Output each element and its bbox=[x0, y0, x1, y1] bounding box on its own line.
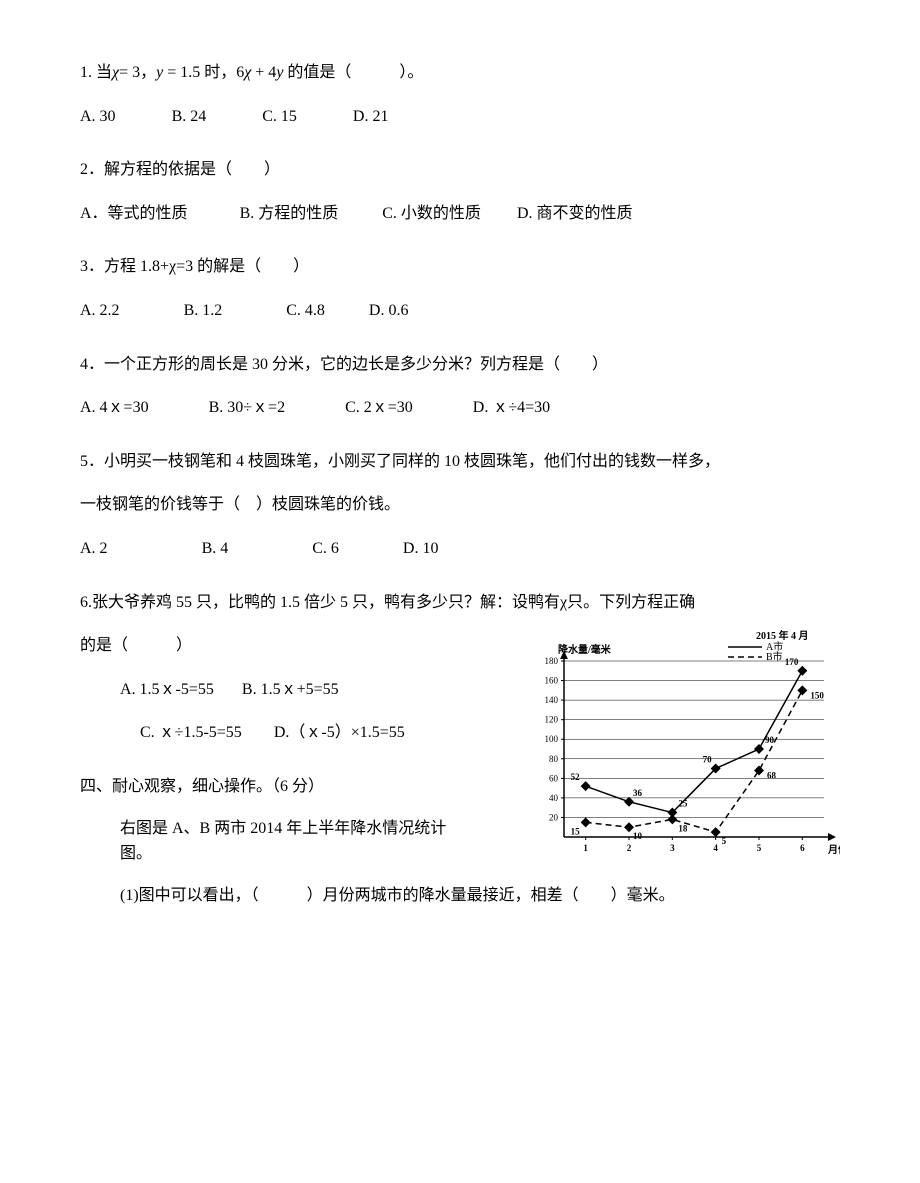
svg-text:10: 10 bbox=[633, 831, 643, 841]
svg-text:3: 3 bbox=[670, 843, 675, 853]
svg-text:1: 1 bbox=[583, 843, 588, 853]
svg-text:4: 4 bbox=[713, 843, 718, 853]
q2-opt-d: D. 商不变的性质 bbox=[517, 201, 633, 227]
svg-text:36: 36 bbox=[633, 788, 643, 798]
q4-options: A. 4ｘ=30 B. 30÷ｘ=2 C. 2ｘ=30 D. ｘ÷4=30 bbox=[80, 395, 840, 421]
q1-eq1: = 3， bbox=[119, 64, 156, 81]
q1-opt-b: B. 24 bbox=[172, 104, 207, 130]
q5-opt-d: D. 10 bbox=[403, 536, 439, 562]
question-6: 6.张大爷养鸡 55 只，比鸭的 1.5 倍少 5 只，鸭有多少只？解：设鸭有χ… bbox=[80, 590, 840, 746]
q5-opt-a: A. 2 bbox=[80, 536, 108, 562]
q1-opt-a: A. 30 bbox=[80, 104, 116, 130]
q3-opt-b: B. 1.2 bbox=[184, 298, 223, 324]
svg-text:降水量/毫米: 降水量/毫米 bbox=[558, 643, 612, 656]
svg-text:15: 15 bbox=[571, 826, 581, 836]
svg-text:80: 80 bbox=[549, 754, 559, 764]
q1-mid: + 4 bbox=[251, 64, 276, 81]
q1-pre: 1. 当 bbox=[80, 64, 112, 81]
q2-opt-b: B. 方程的性质 bbox=[240, 201, 339, 227]
svg-text:160: 160 bbox=[545, 676, 559, 686]
q6-opt-a: A. 1.5ｘ-5=55 bbox=[120, 681, 214, 698]
q6-opt-d: D.（ｘ-5）×1.5=55 bbox=[274, 724, 405, 741]
svg-text:68: 68 bbox=[767, 771, 777, 781]
svg-text:90: 90 bbox=[765, 735, 775, 745]
q6-opt-b: B. 1.5ｘ+5=55 bbox=[242, 681, 339, 698]
question-5: 5．小明买一枝钢笔和 4 枝圆珠笔，小刚买了同样的 10 枝圆珠笔，他们付出的钱… bbox=[80, 449, 840, 562]
svg-text:5: 5 bbox=[757, 843, 762, 853]
q4-opt-b: B. 30÷ｘ=2 bbox=[209, 395, 285, 421]
q1-opt-d: D. 21 bbox=[353, 104, 389, 130]
svg-text:170: 170 bbox=[785, 657, 799, 667]
q4-text: 4．一个正方形的周长是 30 分米，它的边长是多少分米？列方程是（ ） bbox=[80, 352, 840, 378]
q2-text: 2．解方程的依据是（ ） bbox=[80, 157, 840, 183]
q1-options: A. 30 B. 24 C. 15 D. 21 bbox=[80, 104, 840, 130]
svg-text:18: 18 bbox=[678, 824, 688, 834]
svg-text:2015 年 4 月: 2015 年 4 月 bbox=[756, 629, 809, 642]
q3-opt-d: D. 0.6 bbox=[369, 298, 409, 324]
q4-opt-c: C. 2ｘ=30 bbox=[345, 395, 413, 421]
q5-line2: 一枝钢笔的价钱等于（ ）枝圆珠笔的价钱。 bbox=[80, 492, 840, 518]
q5-opt-c: C. 6 bbox=[312, 536, 339, 562]
question-2: 2．解方程的依据是（ ） A．等式的性质 B. 方程的性质 C. 小数的性质 D… bbox=[80, 157, 840, 226]
svg-text:100: 100 bbox=[545, 734, 559, 744]
q5-options: A. 2 B. 4 C. 6 D. 10 bbox=[80, 536, 840, 562]
question-1: 1. 当χ= 3，y = 1.5 时，6χ + 4y 的值是（ ）。 A. 30… bbox=[80, 60, 840, 129]
svg-text:140: 140 bbox=[545, 695, 559, 705]
q5-opt-b: B. 4 bbox=[202, 536, 229, 562]
svg-text:25: 25 bbox=[678, 799, 688, 809]
q2-opt-a: A．等式的性质 bbox=[80, 201, 188, 227]
q3-opt-c: C. 4.8 bbox=[286, 298, 325, 324]
svg-text:180: 180 bbox=[545, 656, 559, 666]
svg-text:52: 52 bbox=[571, 772, 581, 782]
q3-opt-a: A. 2.2 bbox=[80, 298, 120, 324]
svg-text:60: 60 bbox=[549, 773, 559, 783]
q4-opt-a: A. 4ｘ=30 bbox=[80, 395, 149, 421]
q2-options: A．等式的性质 B. 方程的性质 C. 小数的性质 D. 商不变的性质 bbox=[80, 201, 840, 227]
q1-tail: 的值是（ ）。 bbox=[283, 64, 423, 81]
q1-opt-c: C. 15 bbox=[262, 104, 297, 130]
rainfall-chart: 2015 年 4 月A市B市降水量/毫米20406080100120140160… bbox=[520, 625, 840, 865]
q1-var1: χ bbox=[112, 64, 119, 81]
q1-text: 1. 当χ= 3，y = 1.5 时，6χ + 4y 的值是（ ）。 bbox=[80, 60, 840, 86]
question-3: 3．方程 1.8+χ=3 的解是（ ） A. 2.2 B. 1.2 C. 4.8… bbox=[80, 254, 840, 323]
q3-options: A. 2.2 B. 1.2 C. 4.8 D. 0.6 bbox=[80, 298, 840, 324]
svg-text:2: 2 bbox=[627, 843, 632, 853]
question-4: 4．一个正方形的周长是 30 分米，它的边长是多少分米？列方程是（ ） A. 4… bbox=[80, 352, 840, 421]
q4-opt-d: D. ｘ÷4=30 bbox=[473, 395, 550, 421]
svg-text:70: 70 bbox=[703, 755, 713, 765]
q6-opt-c: C. ｘ÷1.5-5=55 bbox=[140, 724, 242, 741]
svg-text:6: 6 bbox=[800, 843, 805, 853]
svg-text:120: 120 bbox=[545, 715, 559, 725]
svg-text:月份: 月份 bbox=[827, 843, 840, 856]
svg-text:5: 5 bbox=[722, 836, 727, 846]
q2-opt-c: C. 小数的性质 bbox=[382, 201, 481, 227]
rainfall-chart-svg: 2015 年 4 月A市B市降水量/毫米20406080100120140160… bbox=[520, 625, 840, 865]
svg-text:150: 150 bbox=[810, 690, 824, 700]
svg-text:40: 40 bbox=[549, 793, 559, 803]
q6-line1: 6.张大爷养鸡 55 只，比鸭的 1.5 倍少 5 只，鸭有多少只？解：设鸭有χ… bbox=[80, 590, 840, 616]
q1-eq2: = 1.5 时，6 bbox=[163, 64, 244, 81]
sec4-sub1: (1)图中可以看出，（ ）月份两城市的降水量最接近，相差（ ）毫米。 bbox=[120, 883, 840, 909]
q3-text: 3．方程 1.8+χ=3 的解是（ ） bbox=[80, 254, 840, 280]
q5-line1: 5．小明买一枝钢笔和 4 枝圆珠笔，小刚买了同样的 10 枝圆珠笔，他们付出的钱… bbox=[80, 449, 840, 475]
svg-text:20: 20 bbox=[549, 813, 559, 823]
